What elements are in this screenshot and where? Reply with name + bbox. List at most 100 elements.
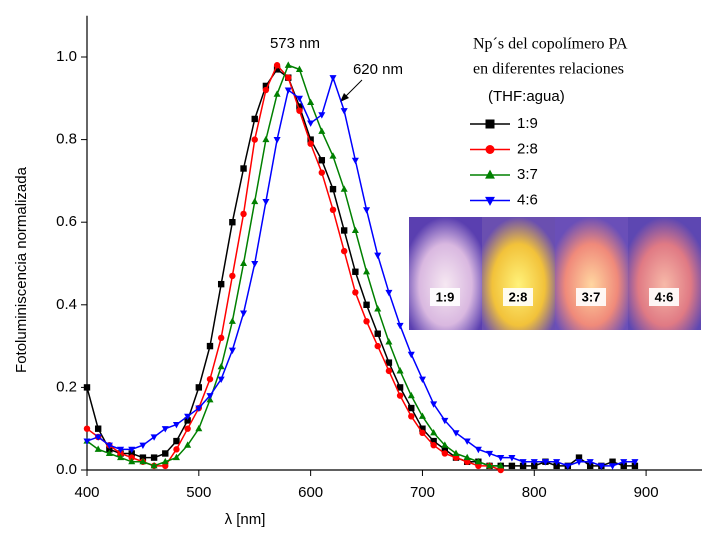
marker <box>463 438 471 445</box>
marker <box>106 446 113 453</box>
marker <box>463 453 471 461</box>
marker <box>195 405 203 412</box>
marker <box>262 86 270 94</box>
marker <box>329 152 337 159</box>
marker <box>485 145 495 154</box>
marker <box>441 450 449 457</box>
marker <box>519 459 527 466</box>
marker <box>396 392 404 399</box>
marker <box>340 227 348 234</box>
y-tick-label: 0.2 <box>56 378 77 395</box>
marker <box>128 446 136 454</box>
marker <box>385 367 393 375</box>
marker <box>128 454 135 461</box>
marker <box>251 260 259 268</box>
marker <box>285 74 292 81</box>
marker <box>172 453 180 461</box>
marker <box>430 437 437 445</box>
marker <box>452 449 460 457</box>
marker <box>374 330 381 337</box>
marker <box>329 75 337 82</box>
marker <box>240 310 248 317</box>
marker <box>150 454 158 461</box>
marker <box>419 425 426 432</box>
marker <box>620 462 627 470</box>
marker <box>620 459 628 466</box>
marker <box>318 157 326 164</box>
marker <box>284 87 292 94</box>
marker <box>497 455 505 462</box>
marker <box>228 317 236 324</box>
legend-label: 3:7 <box>517 166 538 183</box>
marker <box>105 449 113 457</box>
inset-label: 3:7 <box>582 289 601 304</box>
marker <box>195 424 203 432</box>
marker <box>184 425 191 432</box>
marker <box>240 165 247 172</box>
marker <box>162 450 169 457</box>
marker <box>307 98 315 105</box>
x-tick-label: 900 <box>634 484 659 501</box>
marker <box>396 384 404 391</box>
marker <box>441 446 449 453</box>
y-axis-label: Fotoluminiscencia normalizada <box>13 166 30 373</box>
x-tick-label: 400 <box>74 484 99 501</box>
marker <box>351 157 359 165</box>
marker <box>553 462 560 470</box>
marker <box>117 446 125 454</box>
inset-label-box <box>430 288 460 306</box>
marker <box>273 62 281 69</box>
marker <box>531 462 538 470</box>
marker <box>195 384 203 391</box>
marker <box>251 115 258 123</box>
marker <box>418 376 426 383</box>
marker <box>586 462 594 470</box>
x-tick-label: 600 <box>298 484 323 501</box>
annotation: 620 nm <box>353 61 403 78</box>
marker <box>251 197 259 205</box>
marker <box>128 457 136 465</box>
marker <box>609 458 616 465</box>
marker <box>340 108 348 115</box>
marker <box>485 196 495 206</box>
marker <box>474 457 482 465</box>
marker <box>631 462 639 470</box>
legend-label: 2:8 <box>517 140 538 157</box>
marker <box>262 135 270 143</box>
marker <box>206 375 214 383</box>
legend-title: (THF:agua) <box>488 88 565 105</box>
marker <box>173 446 180 453</box>
marker <box>117 453 125 461</box>
y-tick-label: 0.0 <box>56 461 77 478</box>
marker <box>94 425 102 432</box>
marker <box>486 450 494 458</box>
marker <box>172 422 180 429</box>
marker <box>553 459 561 466</box>
y-tick-label: 0.4 <box>56 296 77 313</box>
marker <box>351 226 359 234</box>
marker <box>161 426 169 433</box>
marker <box>374 252 382 260</box>
marker <box>173 437 180 445</box>
marker <box>474 446 482 454</box>
marker <box>262 198 270 206</box>
inset-photo: 1:9 2:8 3:7 4:6 <box>409 217 701 330</box>
marker <box>184 413 192 421</box>
photo-panel <box>482 217 555 330</box>
marker <box>318 112 326 119</box>
marker <box>184 441 192 448</box>
marker <box>486 462 494 469</box>
marker <box>318 169 326 176</box>
marker <box>385 359 393 366</box>
marker <box>374 342 381 350</box>
marker <box>228 347 236 355</box>
marker <box>541 459 549 466</box>
marker <box>530 459 538 466</box>
marker <box>139 442 147 450</box>
marker <box>329 185 337 193</box>
x-tick-label: 700 <box>410 484 435 501</box>
y-tick-label: 0.6 <box>56 213 77 230</box>
y-tick-label: 1.0 <box>56 48 77 65</box>
inset-label: 4:6 <box>655 289 674 304</box>
marker <box>430 401 438 408</box>
